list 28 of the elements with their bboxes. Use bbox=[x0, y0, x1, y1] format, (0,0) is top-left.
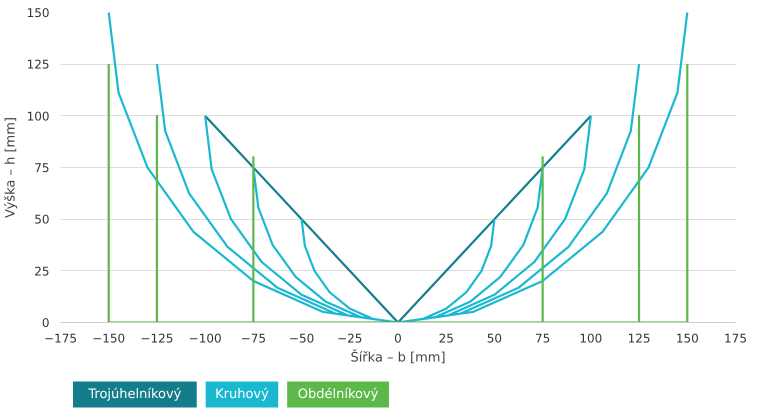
y-axis-title: Výška – h [mm] bbox=[4, 117, 19, 218]
x-tick-label: −50 bbox=[288, 332, 314, 346]
x-tick-label: −150 bbox=[92, 332, 126, 346]
y-tick-label: 125 bbox=[26, 58, 50, 72]
y-tick-label: 75 bbox=[34, 161, 50, 175]
x-tick-label: −25 bbox=[337, 332, 362, 346]
y-tick-label: 100 bbox=[26, 109, 50, 124]
text: Trojúhelníkový bbox=[87, 387, 182, 402]
x-tick-label: 150 bbox=[676, 332, 699, 346]
y-tick-label: 50 bbox=[34, 212, 50, 227]
y-tick-label: 0 bbox=[42, 316, 50, 330]
x-tick-label: 175 bbox=[724, 332, 747, 346]
x-tick-label: −75 bbox=[240, 332, 266, 346]
line-series bbox=[108, 63, 688, 322]
x-tick-label: −125 bbox=[140, 332, 174, 346]
x-tick-label: 0 bbox=[394, 332, 402, 346]
x-tick-label: 100 bbox=[579, 332, 602, 346]
text: Obdélníkový bbox=[298, 387, 379, 402]
x-tick-label: −175 bbox=[44, 332, 77, 346]
x-tick-label: 25 bbox=[438, 332, 454, 346]
x-tick-label: 50 bbox=[486, 332, 502, 346]
x-tick-label: −100 bbox=[188, 332, 222, 346]
y-tick-label: 25 bbox=[34, 264, 50, 278]
x-tick-label: 75 bbox=[535, 332, 550, 346]
y-tick-label: 150 bbox=[26, 6, 50, 20]
x-tick-label: 125 bbox=[628, 332, 651, 346]
x-axis-title: Šířka – b [mm] bbox=[350, 348, 446, 366]
text: Kruhový bbox=[215, 387, 270, 402]
